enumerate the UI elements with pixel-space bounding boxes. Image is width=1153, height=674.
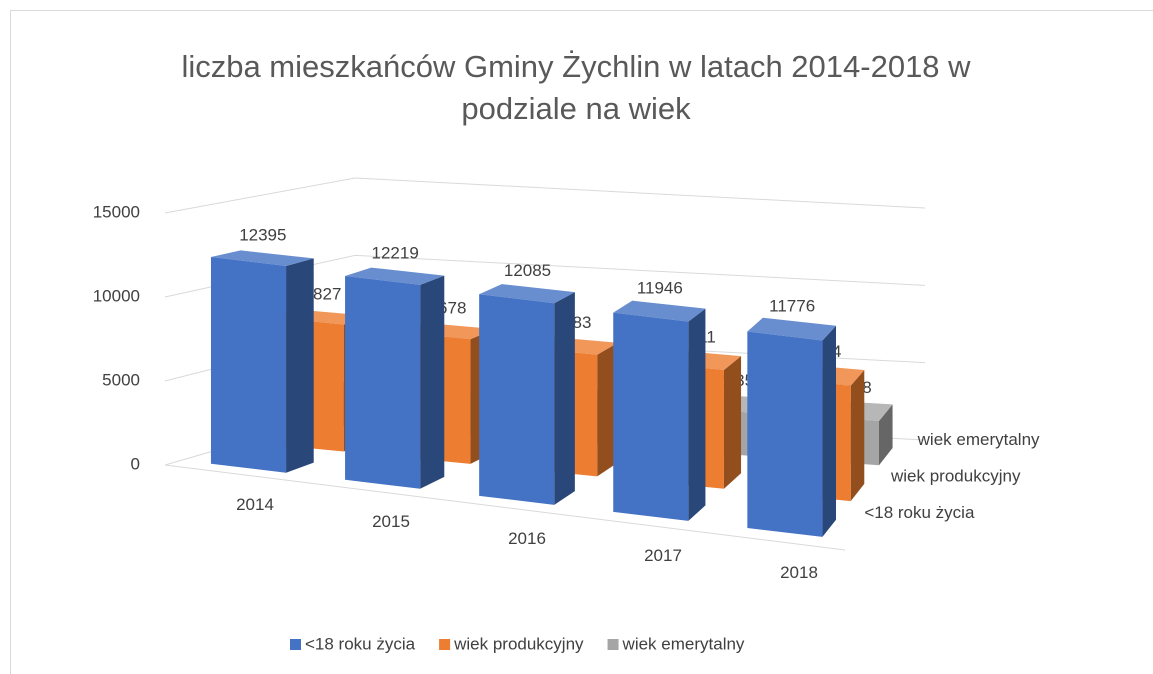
bar: [210, 250, 314, 473]
y-tick-label: 15000: [93, 202, 140, 221]
data-label: 11776: [769, 296, 815, 315]
depth-axis-label: <18 roku życia: [864, 503, 975, 522]
bar-side: [597, 342, 618, 477]
bar: [747, 317, 837, 537]
bar-top: [345, 267, 445, 285]
bar-side: [420, 275, 445, 489]
x-tick-label: 2015: [372, 512, 410, 531]
legend-label: <18 roku życia: [305, 634, 416, 653]
bar-side: [850, 370, 865, 502]
bar-front: [479, 294, 555, 505]
bar-side: [723, 356, 742, 489]
x-tick-label: 2016: [508, 529, 546, 548]
x-tick-label: 2017: [644, 546, 682, 565]
bar-front: [345, 275, 421, 489]
bar-side: [554, 292, 575, 505]
data-label: 12395: [239, 225, 286, 244]
bar-top: [613, 300, 706, 322]
bar-top: [479, 284, 575, 304]
bar-front: [613, 312, 689, 521]
x-tick-label: 2018: [780, 563, 818, 582]
bar-top: [747, 317, 837, 341]
bar-side: [688, 308, 706, 521]
legend-swatch: [290, 639, 301, 650]
data-label: 11946: [637, 278, 683, 297]
legend-label: wiek produkcyjny: [453, 634, 584, 653]
chart-border: [10, 10, 1153, 674]
y-tick-label: 5000: [102, 370, 140, 389]
bar-top: [210, 250, 314, 266]
bar-front: [747, 331, 823, 537]
depth-axis-label: wiek emerytalny: [917, 430, 1040, 449]
chart-title: liczba mieszkańców Gminy Żychlin w latac…: [181, 49, 971, 126]
floor-edge: [164, 464, 846, 551]
bar-front: [210, 256, 287, 473]
grid-line: [164, 177, 926, 214]
data-label: 12219: [372, 244, 419, 263]
bar-side: [878, 404, 893, 466]
x-tick-label: 2014: [236, 495, 274, 514]
data-label: 12085: [504, 261, 551, 280]
y-tick-label: 0: [131, 454, 140, 473]
legend-label: wiek emerytalny: [622, 634, 745, 653]
legend-swatch: [607, 639, 619, 650]
y-tick-label: 10000: [93, 286, 140, 305]
bar: [479, 284, 575, 505]
legend-swatch: [439, 639, 451, 650]
bar: [345, 267, 445, 489]
bar-side: [286, 258, 314, 473]
bar-side: [822, 325, 837, 537]
depth-axis-label: wiek produkcyjny: [890, 466, 1021, 485]
bar: [613, 300, 706, 521]
